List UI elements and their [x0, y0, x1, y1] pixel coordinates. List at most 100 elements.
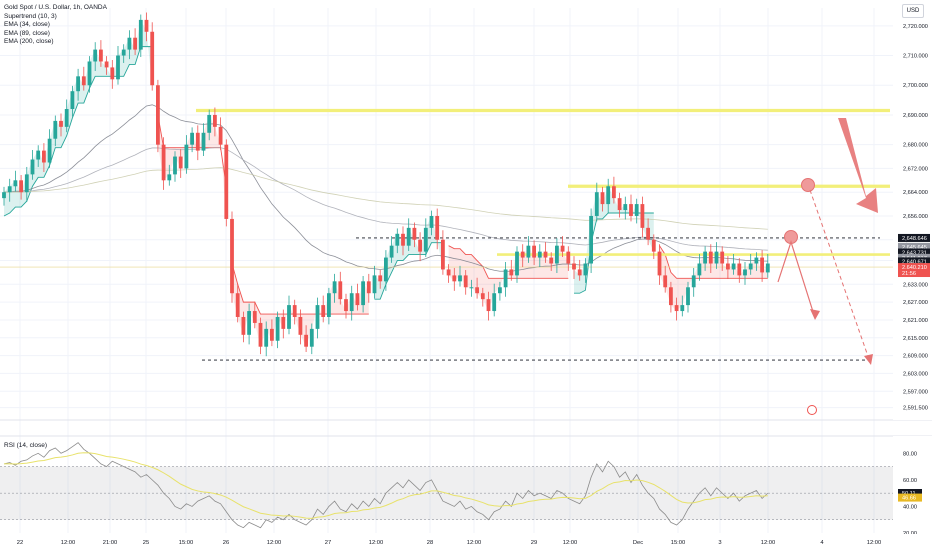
rsi-value-tag [898, 488, 922, 497]
candle-body [361, 281, 365, 306]
price-tick-label: 2,690.000 [903, 113, 928, 119]
candle-body [674, 305, 679, 312]
candle-body [76, 76, 80, 92]
candle-body [480, 293, 485, 300]
price-tick-label: 2,609.000 [903, 354, 928, 360]
candle-body [53, 120, 58, 139]
candle-body [378, 275, 383, 282]
candle-body [247, 311, 251, 335]
time-tick-label: 26 [223, 540, 229, 546]
candle-body [195, 132, 200, 151]
price-tag-label: 2,648.646 [902, 236, 927, 242]
candle-body [110, 67, 115, 80]
candle-body [594, 192, 599, 216]
projection-arrowhead [810, 309, 820, 320]
time-tick-label: 12:00 [467, 540, 482, 546]
candle-body [708, 251, 713, 264]
candle-body [389, 245, 394, 258]
rejection-circle [801, 178, 815, 192]
candle-body [332, 281, 337, 294]
supertrend-line [3, 46, 153, 217]
candle-body [395, 233, 400, 246]
time-tick-label: 12:00 [267, 540, 282, 546]
legend-ema-34[interactable]: EMA (34, close) [4, 21, 50, 29]
candle-body [555, 245, 559, 264]
candle-body [726, 263, 730, 270]
time-tick-label: 12:00 [369, 540, 384, 546]
price-axis[interactable]: 2,720.000 2,710.000 2,700.000 2,690.000 2,68… [893, 0, 932, 420]
candle-body [275, 316, 280, 341]
candle-body [7, 186, 12, 193]
time-axis[interactable]: 22 12:00 21:00 25 15:00 26 12:00 27 12:00 28 12:00… [0, 534, 932, 550]
candle-body [81, 76, 86, 86]
candle-body [309, 328, 314, 347]
candle-body [651, 239, 656, 252]
price-tag-label: 21:56 [902, 271, 916, 277]
candle-body [315, 305, 320, 329]
price-tick-label: 2,621.000 [903, 318, 928, 324]
candle-body [235, 293, 240, 317]
price-tag-label: 2,645.645 [902, 245, 927, 251]
candle-body [64, 109, 69, 127]
price-tag [898, 269, 930, 278]
candle-body [116, 55, 120, 80]
ema-89-line [3, 147, 768, 251]
legend-symbol[interactable]: Gold Spot / U.S. Dollar, 1h, OANDA [4, 4, 107, 11]
candle-body [537, 251, 542, 258]
legend-supertrend[interactable]: Supertrend (10, 3) [4, 12, 57, 20]
candle-body [469, 287, 474, 289]
candle-body [520, 251, 525, 258]
candle-body [93, 49, 98, 62]
candle-body [264, 328, 269, 347]
price-tick-label: 2,720.000 [903, 24, 928, 30]
candle-body [686, 287, 690, 306]
candle-body [669, 287, 673, 306]
candle-body [252, 311, 257, 323]
candle-body [133, 37, 137, 50]
candle-body [640, 204, 645, 228]
candle-body [218, 126, 223, 145]
time-tick-label: 29 [531, 540, 537, 546]
candle-body [600, 192, 605, 205]
time-tick-label: 3 [718, 540, 721, 546]
price-tag-label: 2,640.210 [902, 265, 927, 271]
legend-ema-89[interactable]: EMA (89, close) [4, 29, 50, 37]
candle-body [401, 233, 405, 246]
time-tick-label: 27 [325, 540, 331, 546]
candle-body [572, 263, 576, 270]
price-axis-bg [893, 0, 932, 420]
candle-body [144, 19, 149, 32]
legend-ema-200[interactable]: EMA (200, close) [4, 38, 54, 46]
candle-body [549, 257, 554, 264]
annotations [777, 118, 878, 415]
time-tick-label: 28 [427, 540, 433, 546]
bearish-arrow [838, 118, 878, 213]
candle-body [287, 305, 291, 329]
candle-body [492, 293, 497, 312]
candle-body [543, 251, 548, 258]
candle-body [720, 251, 725, 264]
candle-body [691, 275, 696, 288]
candle-body [412, 227, 417, 240]
candle-body [59, 120, 63, 127]
price-tick-label: 2,633.000 [903, 282, 928, 288]
candle-body [30, 159, 35, 175]
currency-label[interactable]: USD [902, 4, 924, 18]
rsi-tick-label: 40.00 [903, 504, 917, 510]
main-grid [0, 8, 932, 533]
candle-body [161, 144, 166, 181]
candle-body [697, 263, 702, 276]
candle-body [47, 138, 52, 163]
candle-body [634, 204, 639, 216]
price-tick-label: 2,597.000 [903, 389, 928, 395]
rsi-legend[interactable]: RSI (14, close) [4, 442, 47, 449]
candle-body [435, 215, 440, 240]
time-axis-bg [0, 534, 932, 550]
candle-body [173, 156, 177, 175]
price-tick-label: 2,664.000 [903, 190, 928, 196]
candle-body [463, 275, 468, 288]
candle-body [344, 299, 348, 312]
candle-body [321, 305, 326, 317]
